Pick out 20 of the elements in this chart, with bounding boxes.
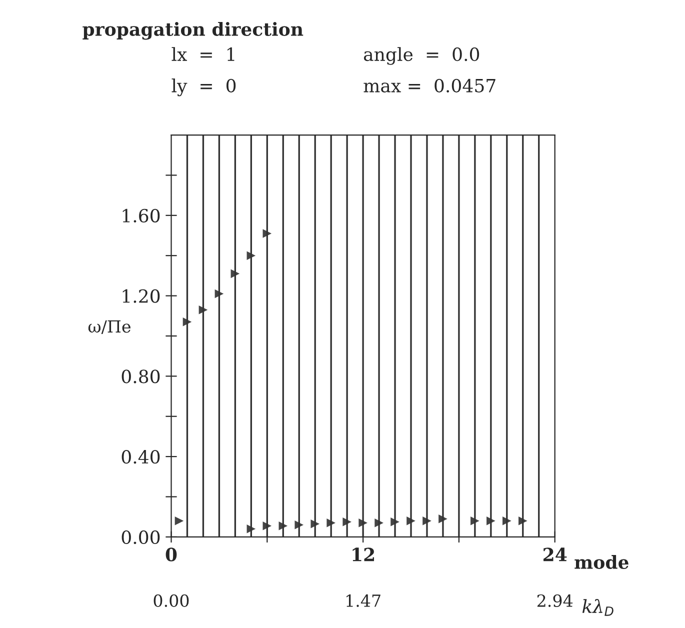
y-tick-label: 0.40 xyxy=(122,450,160,464)
x-tick-label: 24 xyxy=(543,548,567,562)
text: angle = 0.0 xyxy=(364,47,480,65)
y-tick-label: 1.60 xyxy=(122,208,160,223)
y-tick-label: 0.80 xyxy=(122,370,160,384)
y-axis-title: ω/Πe xyxy=(88,320,130,334)
text: lx = 1 xyxy=(172,47,234,61)
y-tick-label: 0.00 xyxy=(122,530,160,544)
y-tick-label: 1.20 xyxy=(122,289,160,303)
chart-title: propagation direction xyxy=(82,22,304,40)
x-tick-label: 12 xyxy=(352,548,374,562)
text: ly = 0 xyxy=(172,78,236,96)
x2-tick-label: 2.94 xyxy=(537,594,573,607)
x-axis-title: mode xyxy=(574,555,628,570)
text: max = 0.0457 xyxy=(364,78,496,92)
x2-axis-title: kλ$_{D}$ xyxy=(582,599,614,616)
x2-tick-label: 1.47 xyxy=(346,594,380,607)
point xyxy=(174,516,184,526)
x2-tick-label: 0.00 xyxy=(154,594,189,607)
x-tick-label: 0 xyxy=(166,548,177,562)
